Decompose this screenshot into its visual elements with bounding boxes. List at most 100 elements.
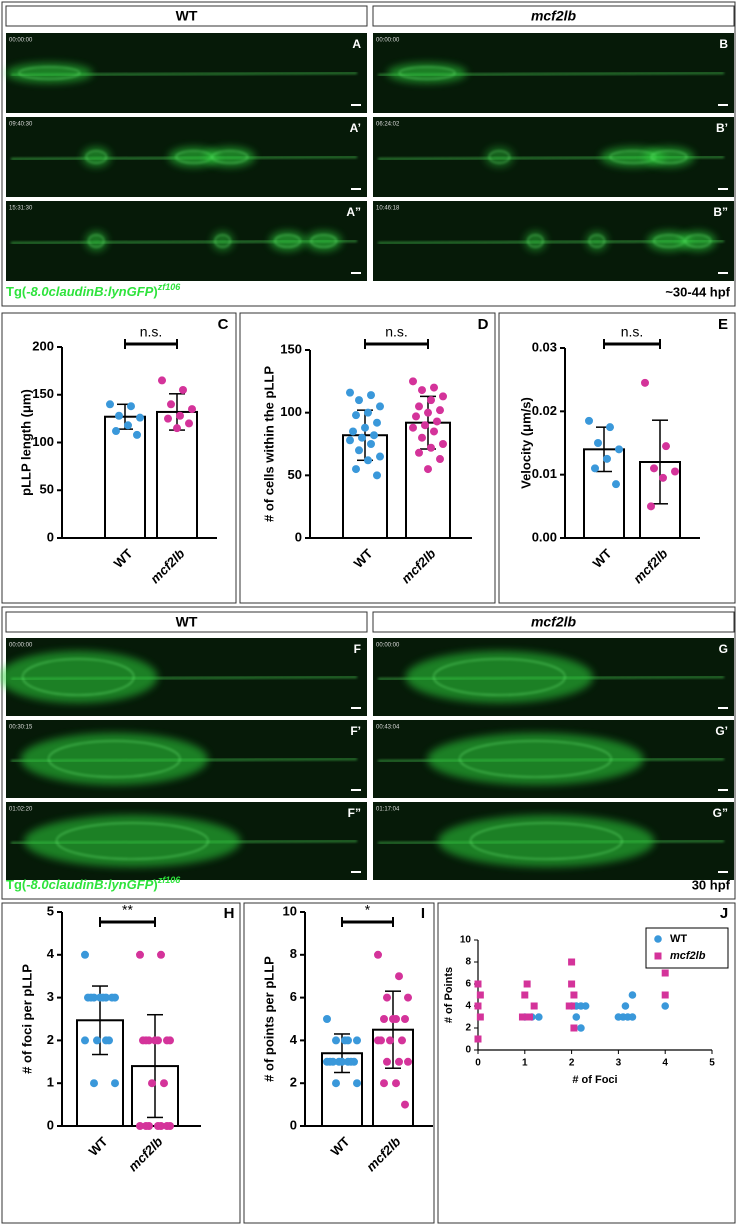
- data-point: [591, 464, 599, 473]
- column-header: WT: [176, 8, 198, 24]
- data-point: [346, 436, 354, 445]
- cell-cluster: [387, 63, 467, 83]
- data-point: [427, 396, 435, 405]
- caption-gene: -8.0claudinB:lynGFP: [26, 284, 153, 299]
- cell-cluster: [524, 231, 547, 251]
- cell-cluster: [85, 231, 108, 251]
- data-point: [433, 417, 441, 426]
- y-axis-label: # of points per pLLP: [261, 956, 276, 1082]
- data-point: [352, 411, 360, 420]
- data-point: [352, 465, 360, 474]
- data-point: [358, 433, 366, 442]
- data-point: [133, 430, 141, 439]
- y-tick-label: 100: [280, 404, 302, 419]
- cell-cluster-core: [588, 234, 605, 248]
- cell-cluster: [204, 147, 256, 167]
- data-point: [90, 1079, 98, 1088]
- data-point: [436, 455, 444, 464]
- y-tick-label: 200: [32, 338, 54, 353]
- data-point: [154, 1122, 162, 1130]
- data-point: [373, 471, 381, 480]
- data-point: [323, 1057, 331, 1066]
- frame-label: B: [719, 37, 728, 51]
- frame-label: A”: [346, 205, 361, 219]
- bar: [156, 410, 198, 539]
- data-point: [439, 440, 447, 448]
- data-point: [346, 388, 354, 397]
- data-point: [572, 1013, 581, 1021]
- y-axis-label: # of cells within the pLLP: [261, 366, 276, 522]
- legend-label: WT: [670, 933, 687, 945]
- chart-frame: [243, 902, 435, 1224]
- cell-cluster-core: [527, 234, 544, 248]
- data-point: [341, 1036, 349, 1045]
- y-tick-label: 6: [465, 979, 471, 990]
- data-point: [430, 383, 438, 392]
- cell-cluster-core: [211, 150, 249, 164]
- chart-frame: [437, 902, 736, 1224]
- y-tick-label: 3: [47, 989, 54, 1004]
- data-point: [380, 1015, 388, 1023]
- x-tick-label: 1: [522, 1058, 528, 1069]
- y-tick-label: 4: [290, 1032, 298, 1047]
- data-point: [439, 392, 447, 401]
- data-point: [389, 1015, 397, 1023]
- data-point: [164, 414, 172, 423]
- caption-prefix: Tg(: [6, 877, 27, 892]
- data-point: [163, 1036, 171, 1045]
- significance-label: **: [122, 902, 133, 918]
- y-axis-label: # of Points: [443, 967, 455, 1023]
- error-bar: [385, 990, 401, 1069]
- data-point: [568, 980, 576, 988]
- data-point: [424, 465, 432, 474]
- header-box: [372, 611, 735, 633]
- timestamp: 09:40:30: [9, 122, 33, 128]
- data-point: [568, 958, 576, 966]
- data-point: [401, 1100, 409, 1109]
- header-box: [5, 611, 368, 633]
- data-point: [111, 1079, 119, 1088]
- chart-frame: [239, 312, 496, 604]
- panel-letter: J: [720, 905, 728, 922]
- data-point: [476, 1013, 484, 1021]
- data-point: [570, 991, 578, 999]
- data-point: [612, 480, 620, 489]
- significance-label: n.s.: [385, 324, 408, 340]
- data-point: [565, 1002, 573, 1010]
- data-point: [594, 439, 602, 447]
- data-point: [353, 1079, 361, 1088]
- cell-cluster: [643, 147, 695, 167]
- frame-label: F’: [350, 724, 361, 738]
- caption: Tg(-8.0claudinB:lynGFP)zf106: [6, 282, 181, 299]
- data-point: [376, 402, 384, 411]
- timestamp: 10:46:18: [376, 206, 400, 212]
- cell-cluster: [305, 231, 342, 251]
- caption-suffix: ): [153, 284, 157, 299]
- data-point: [96, 993, 104, 1002]
- data-point: [353, 1036, 361, 1045]
- data-point: [364, 456, 372, 465]
- data-point: [376, 452, 384, 461]
- data-point: [427, 443, 435, 452]
- y-tick-label: 4: [47, 946, 55, 961]
- data-point: [380, 1079, 388, 1088]
- cell-cluster-core: [684, 234, 712, 248]
- cell-cluster-core: [48, 740, 181, 778]
- y-tick-label: 4: [465, 1001, 471, 1012]
- y-tick-label: 0: [295, 529, 302, 544]
- data-point: [474, 1002, 482, 1010]
- data-point: [647, 502, 655, 511]
- cell-cluster-core: [433, 658, 566, 696]
- cell-cluster: [6, 63, 93, 83]
- frame-label: G: [719, 642, 728, 656]
- x-tick-label: 0: [475, 1058, 481, 1069]
- data-point: [530, 1002, 538, 1010]
- cell-cluster: [647, 231, 691, 251]
- frame-label: A: [352, 37, 361, 51]
- y-tick-label: 0: [290, 1117, 297, 1132]
- y-tick-label: 150: [32, 386, 54, 401]
- data-point: [621, 1002, 630, 1010]
- y-tick-label: 0: [47, 1117, 54, 1132]
- y-tick-label: 5: [47, 903, 54, 918]
- cell-cluster-core: [85, 150, 107, 164]
